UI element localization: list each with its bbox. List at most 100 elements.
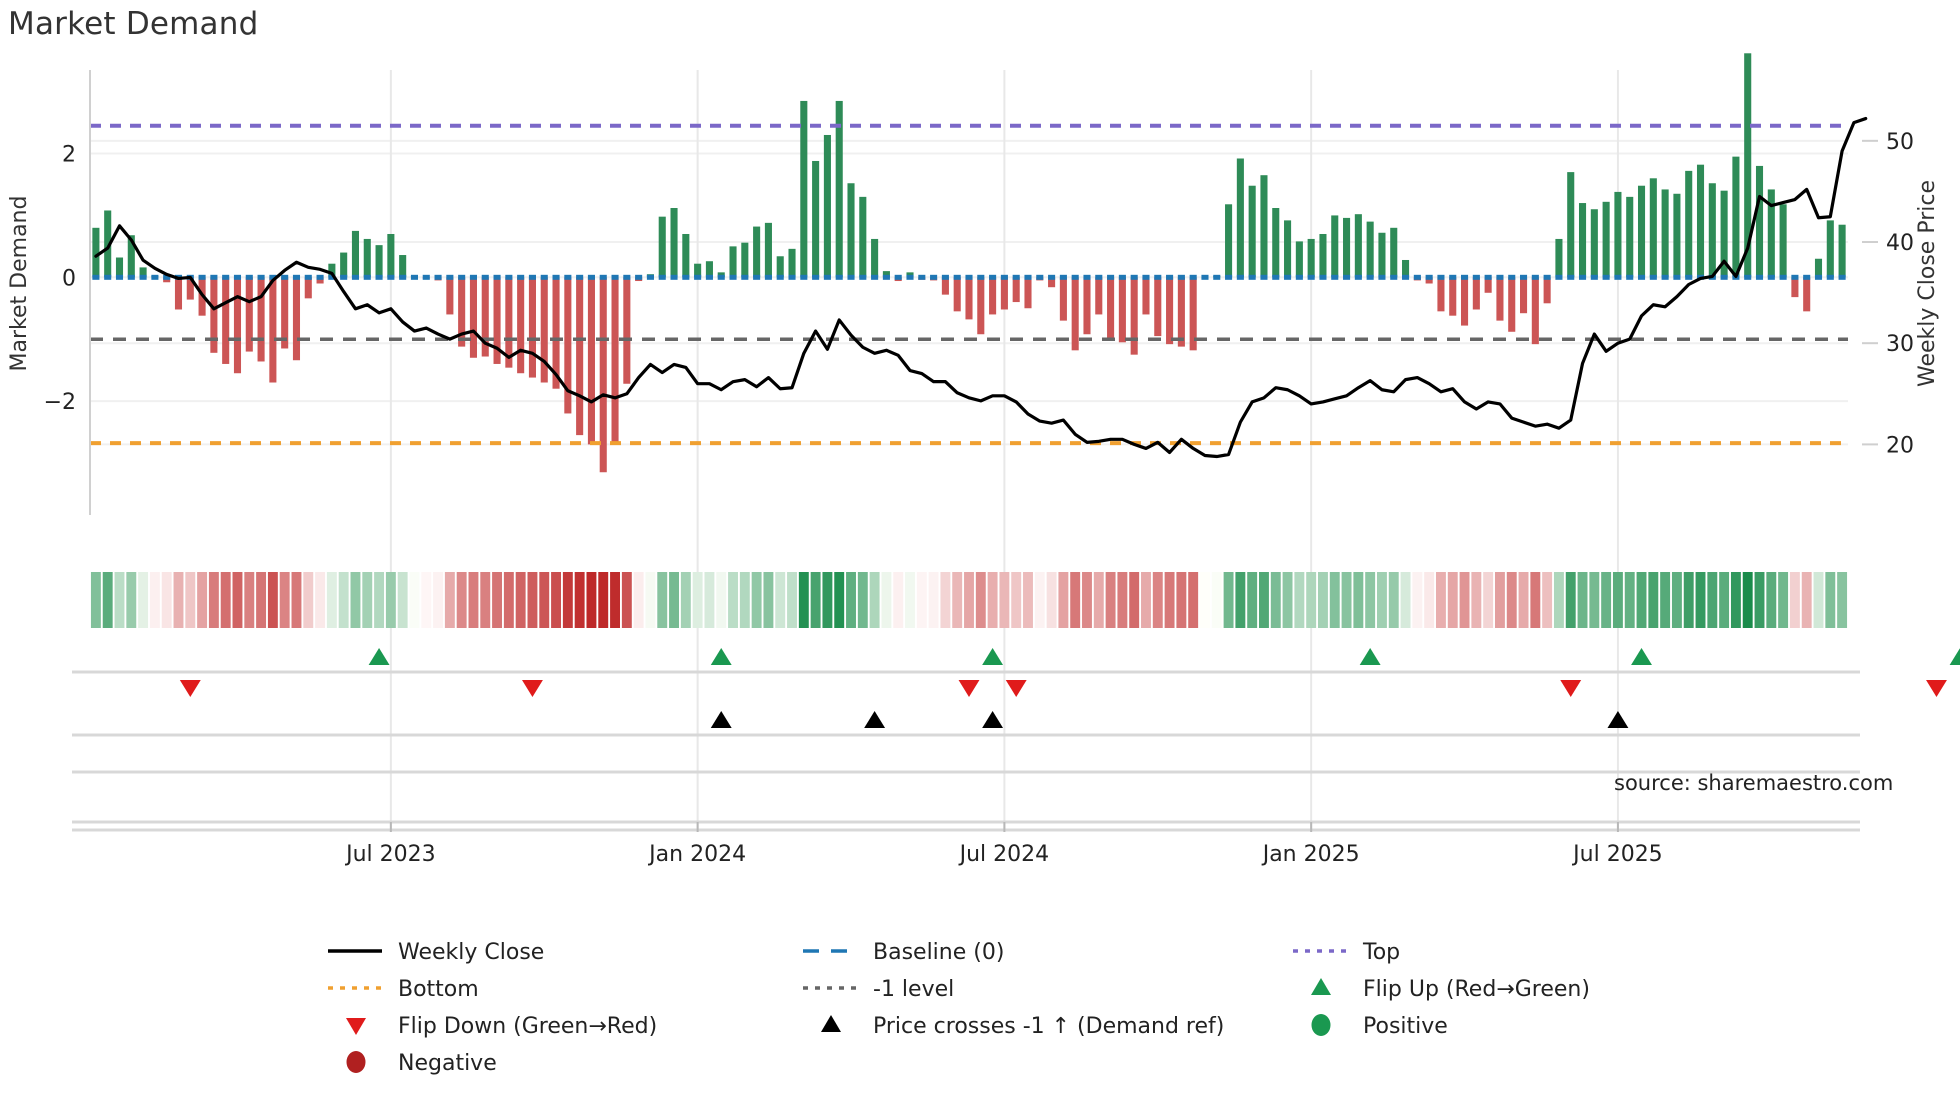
- heatmap-cell: [586, 572, 597, 628]
- demand-bar-positive: [1744, 53, 1752, 278]
- baseline-cap: [1366, 274, 1374, 280]
- heatmap-cell: [161, 572, 172, 628]
- baseline-cap: [458, 274, 466, 280]
- heatmap-cell: [905, 572, 915, 628]
- demand-bar-negative: [1437, 277, 1445, 312]
- heatmap-cell: [1707, 572, 1718, 628]
- demand-bar-positive: [1366, 221, 1374, 278]
- baseline-cap: [1000, 274, 1008, 280]
- legend-item: Baseline (0): [803, 940, 1004, 965]
- demand-bar-positive: [115, 257, 124, 278]
- baseline-cap: [245, 274, 253, 280]
- demand-bar-negative: [1496, 277, 1504, 321]
- heatmap-cell: [1648, 572, 1659, 628]
- left-axis-tick-label: 2: [62, 143, 76, 168]
- demand-bar-negative: [1189, 277, 1197, 351]
- heatmap-cell: [197, 572, 208, 628]
- demand-bar-negative: [941, 277, 949, 295]
- heatmap-cell: [1223, 572, 1234, 628]
- demand-bar-negative: [1803, 277, 1811, 312]
- baseline-cap: [528, 274, 536, 280]
- baseline-cap: [1048, 274, 1056, 280]
- baseline-cap: [115, 274, 124, 280]
- baseline-cap: [1838, 274, 1846, 280]
- baseline-cap: [1331, 274, 1339, 280]
- demand-bar-positive: [741, 242, 749, 278]
- baseline-cap: [882, 274, 890, 280]
- heatmap-cell: [1813, 572, 1824, 628]
- baseline-cap: [1154, 274, 1162, 280]
- demand-bar-positive: [1696, 164, 1705, 278]
- baseline-cap: [871, 274, 879, 280]
- heatmap-cell: [1353, 572, 1364, 628]
- baseline-cap: [894, 274, 902, 280]
- heatmap-cell: [1058, 572, 1069, 628]
- baseline-cap: [1343, 274, 1351, 280]
- legend-item: Negative: [346, 1051, 497, 1076]
- baseline-cap: [1826, 274, 1834, 280]
- baseline-cap: [1024, 274, 1032, 280]
- heatmap-cell: [822, 572, 833, 628]
- flip-up-marker: [710, 648, 732, 666]
- demand-bar-negative: [1508, 277, 1516, 332]
- heatmap-cell: [1200, 572, 1210, 628]
- demand-bar-negative: [1791, 277, 1799, 298]
- baseline-cap: [1107, 274, 1115, 280]
- baseline-cap: [835, 274, 843, 280]
- heatmap-cell: [834, 572, 845, 628]
- chart-legend: Weekly Close Baseline (0) Top Bottom -1 leve…: [328, 940, 1590, 1076]
- baseline-cap: [1744, 274, 1752, 280]
- demand-bar-negative: [1095, 277, 1103, 315]
- heatmap-cell: [1542, 572, 1553, 628]
- price-cross-up-marker: [864, 711, 886, 729]
- baseline-cap: [340, 274, 348, 280]
- baseline-cap: [1803, 274, 1811, 280]
- heatmap-cell: [846, 572, 856, 628]
- baseline-cap: [387, 274, 395, 280]
- flip-down-marker: [521, 679, 543, 697]
- legend-item-label: Top: [1362, 940, 1400, 965]
- legend-item: Price crosses -1 ↑ (Demand ref): [821, 1014, 1224, 1039]
- demand-bar-positive: [375, 245, 383, 278]
- heatmap-cell: [149, 572, 160, 628]
- demand-bar-negative: [611, 277, 619, 445]
- baseline-cap: [753, 274, 761, 280]
- heatmap-cell: [857, 572, 868, 628]
- demand-bar-positive: [1838, 224, 1846, 278]
- legend-item-label: Bottom: [398, 977, 479, 1002]
- baseline-cap: [1814, 274, 1823, 280]
- baseline-cap: [127, 274, 135, 280]
- demand-bar-negative: [186, 277, 194, 300]
- heatmap-cell: [1624, 572, 1635, 628]
- heatmap-cell: [1282, 572, 1293, 628]
- heatmap-cell: [173, 572, 184, 628]
- demand-bar-positive: [1590, 209, 1598, 278]
- demand-bar-negative: [269, 277, 277, 383]
- legend-item-label: Negative: [398, 1051, 497, 1076]
- heatmap-cell: [964, 572, 974, 628]
- baseline-cap: [1484, 274, 1492, 280]
- page-title: Market Demand: [8, 6, 259, 42]
- demand-bar-positive: [788, 248, 796, 278]
- baseline-cap: [210, 274, 218, 280]
- demand-bar-negative: [210, 277, 218, 353]
- baseline-cap: [587, 274, 595, 280]
- baseline-cap: [941, 274, 949, 280]
- baseline-cap: [635, 274, 643, 280]
- demand-bar-positive: [1284, 220, 1292, 278]
- baseline-cap: [1779, 274, 1787, 280]
- baseline-cap: [1685, 274, 1693, 280]
- demand-bar-negative: [446, 277, 454, 315]
- heatmap-cell: [1400, 572, 1411, 628]
- demand-bar-negative: [257, 277, 265, 362]
- heatmap-cell: [1565, 572, 1576, 628]
- x-axis-tick-label: Jan 2025: [1261, 842, 1360, 867]
- demand-bar-positive: [658, 216, 666, 278]
- heatmap-cell: [893, 572, 904, 628]
- demand-bar-positive: [1319, 233, 1327, 278]
- demand-bar-negative: [174, 277, 183, 310]
- demand-bar-negative: [1461, 277, 1469, 326]
- demand-bar-positive: [823, 134, 831, 278]
- heatmap-cell: [468, 572, 479, 628]
- heatmap-cell: [1034, 572, 1045, 628]
